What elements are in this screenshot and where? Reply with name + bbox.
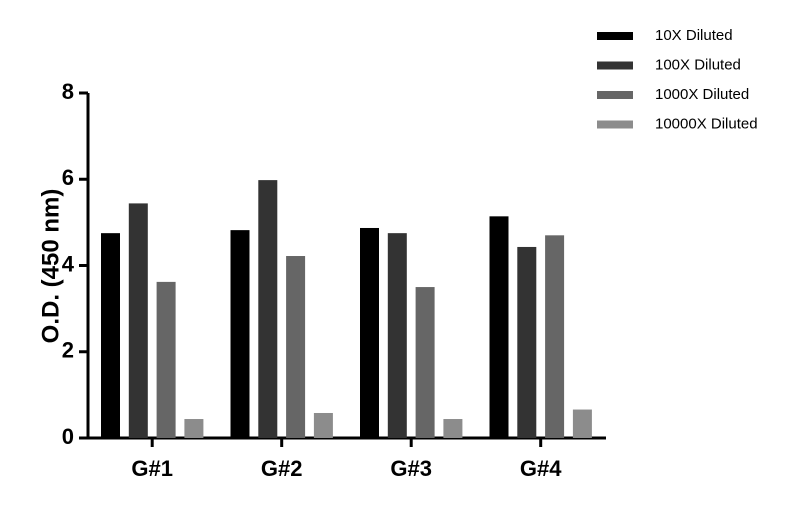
- x-tick-label: G#2: [261, 456, 303, 481]
- legend-label: 100X Diluted: [655, 56, 741, 73]
- y-tick-label: 8: [62, 79, 74, 104]
- legend-label: 10000X Diluted: [655, 115, 758, 132]
- bar: [443, 419, 463, 438]
- y-axis: 0 2 4 6 8: [62, 79, 90, 449]
- bar: [184, 419, 204, 438]
- bar: [489, 216, 509, 438]
- legend-swatch: [597, 91, 633, 99]
- y-tick-label: 4: [62, 251, 75, 276]
- y-tick-label: 2: [62, 338, 74, 363]
- legend-label: 1000X Diluted: [655, 86, 749, 103]
- legend-label: 10X Diluted: [655, 27, 733, 44]
- legend-swatch: [597, 120, 633, 129]
- x-tick-label: G#1: [131, 456, 173, 481]
- y-axis-title: O.D. (450 nm): [37, 189, 64, 344]
- bar: [387, 233, 407, 438]
- bar: [545, 235, 565, 438]
- legend: 10X Diluted 100X Diluted 1000X Diluted 1000…: [597, 27, 758, 132]
- x-tick-label: G#4: [520, 456, 562, 481]
- bar: [258, 180, 278, 439]
- bar: [517, 246, 537, 438]
- legend-swatch: [597, 61, 633, 70]
- bar: [156, 281, 176, 438]
- bar: [360, 227, 379, 438]
- x-tick-label: G#3: [390, 456, 432, 481]
- bar: [230, 230, 250, 438]
- bar: [286, 256, 306, 438]
- bars: [101, 180, 592, 439]
- legend-swatch: [597, 32, 633, 40]
- y-tick-label: 6: [62, 165, 74, 190]
- bar: [572, 409, 592, 438]
- y-tick-label: 0: [62, 424, 74, 449]
- bar: [101, 233, 120, 438]
- bar: [128, 203, 148, 438]
- bar: [415, 287, 435, 438]
- x-axis: G#1 G#2 G#3 G#4: [86, 436, 606, 481]
- bar: [313, 412, 333, 438]
